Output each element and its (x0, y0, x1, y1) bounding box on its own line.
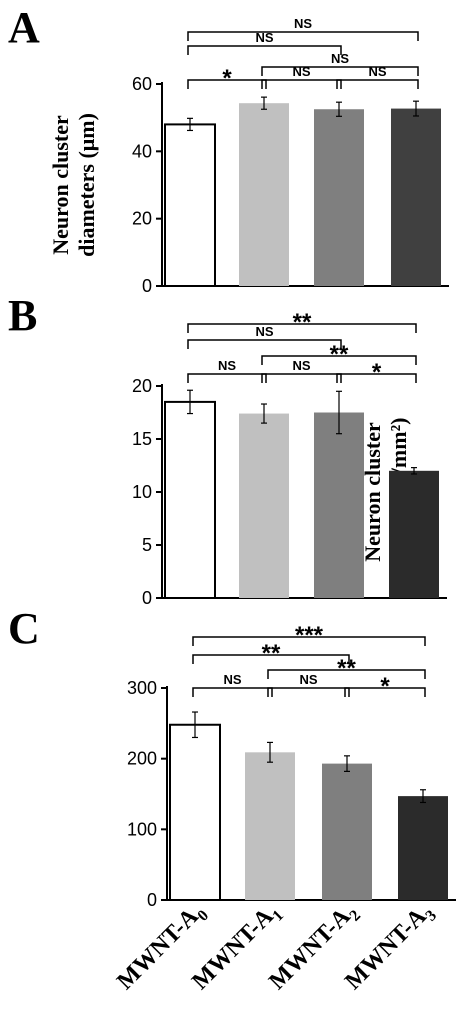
y-axis-label: Neuron clusterdiameters (μm) (48, 113, 99, 257)
y-tick-label: 300 (127, 678, 157, 698)
significance-bracket (267, 687, 350, 697)
significance-label: NS (292, 358, 310, 373)
panel-letter: C (8, 604, 40, 653)
significance-bracket (192, 636, 426, 646)
significance-label: NS (223, 672, 241, 687)
y-tick-label: 20 (132, 376, 152, 396)
significance-label: * (380, 673, 390, 700)
panel-a: A Neuron clusterdiameters (μm) 0 20 40 60 * NS N… (8, 3, 449, 296)
significance-label: ** (262, 640, 281, 667)
significance-bracket (261, 355, 417, 365)
bar (164, 400, 216, 599)
y-axis-label-line: diameters (μm) (74, 113, 99, 257)
y-tick-label: 20 (132, 209, 152, 229)
y-tick-label: 15 (132, 429, 152, 449)
significance-label: NS (255, 30, 273, 45)
significance-bracket (187, 373, 267, 383)
x-category-main: MWNT-A (112, 903, 204, 995)
significance-bracket (336, 373, 417, 383)
significance-bracket (192, 654, 350, 664)
significance-bracket (187, 31, 419, 41)
significance-bracket (187, 323, 417, 333)
significance-bracket (192, 687, 273, 697)
bar (245, 752, 295, 900)
y-tick-label: 5 (142, 535, 152, 555)
panel-letter: B (8, 291, 37, 340)
significance-label: * (372, 359, 382, 386)
significance-bracket (261, 79, 342, 89)
y-axis-label-line: Neuron cluster (360, 422, 385, 562)
significance-label: *** (295, 622, 324, 649)
significance-bracket (187, 79, 267, 89)
bar (239, 413, 289, 598)
significance-bracket (261, 66, 419, 76)
y-tick-label: 10 (132, 482, 152, 502)
bar (322, 763, 372, 900)
bar (314, 412, 364, 598)
bar (164, 123, 216, 288)
significance-label: NS (218, 358, 236, 373)
bar (391, 108, 441, 287)
y-tick-label: 100 (127, 819, 157, 839)
y-tick-label: 0 (147, 890, 157, 910)
panel-c: CInter-connectedcluster distance (μm)010… (8, 604, 456, 910)
y-axis-label-line: Neuron cluster (48, 115, 73, 255)
panel-letter: A (8, 3, 40, 52)
significance-bracket (187, 339, 342, 349)
significance-bracket (344, 687, 426, 697)
significance-bracket (336, 79, 419, 89)
significance-bracket (267, 669, 426, 679)
bar (314, 109, 364, 286)
bar (169, 723, 221, 901)
y-tick-label: 200 (127, 749, 157, 769)
significance-label: * (222, 65, 232, 92)
significance-label: ** (330, 341, 349, 368)
significance-label: NS (255, 324, 273, 339)
significance-label: NS (299, 672, 317, 687)
significance-label: NS (294, 16, 312, 31)
y-tick-label: 60 (132, 74, 152, 94)
significance-label: ** (293, 309, 312, 336)
y-tick-label: 0 (142, 276, 152, 296)
significance-bracket (261, 373, 342, 383)
bar (389, 470, 439, 598)
significance-label: NS (331, 51, 349, 66)
y-tick-label: 40 (132, 141, 152, 161)
significance-label: ** (337, 655, 356, 682)
bar (398, 796, 448, 900)
bar (239, 103, 289, 286)
y-tick-label: 0 (142, 588, 152, 608)
significance-bracket (187, 45, 342, 55)
